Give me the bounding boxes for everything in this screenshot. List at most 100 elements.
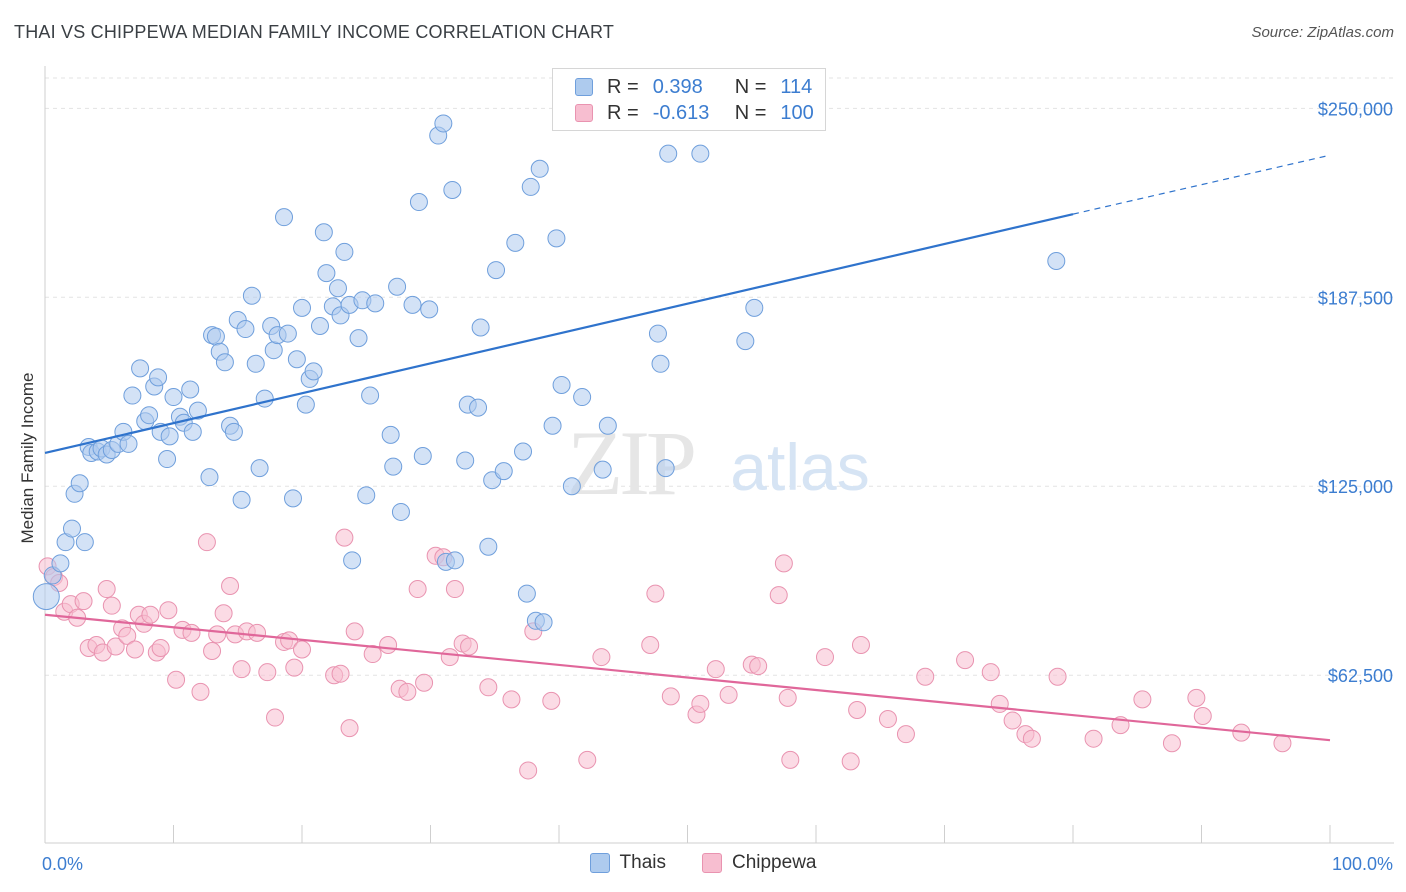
chippewa-point: [691, 694, 710, 713]
chippewa-point: [214, 604, 233, 623]
chippewa-point: [1048, 667, 1067, 686]
chippewa-point: [408, 580, 427, 599]
thais-trend-line: [44, 213, 1074, 455]
series-legend: Thais Chippewa: [0, 852, 1406, 874]
thais-point: [494, 462, 513, 481]
chippewa-point: [398, 682, 417, 701]
chippewa-point: [208, 625, 227, 644]
legend-n-value: 100: [780, 101, 814, 124]
chippewa-point: [460, 637, 479, 656]
thais-trend-extension: [1072, 154, 1331, 215]
thais-point: [275, 208, 294, 227]
chippewa-point: [641, 635, 660, 654]
chippewa-point: [1003, 711, 1022, 730]
thais-point: [736, 332, 755, 351]
thais-point: [264, 341, 283, 360]
x-tick-label: 100.0%: [1332, 854, 1393, 874]
thais-point: [224, 422, 243, 441]
chippewa-point: [345, 622, 364, 641]
thais-point: [443, 180, 462, 199]
x-tick-label: 0.0%: [42, 854, 83, 874]
thais-point: [445, 551, 464, 570]
thais-point: [335, 242, 354, 261]
chippewa-point: [340, 719, 359, 738]
chippewa-point: [106, 637, 125, 656]
chippewa-point: [266, 708, 285, 727]
thais-point: [573, 388, 592, 407]
thais-point: [349, 329, 368, 348]
thais-point: [506, 233, 525, 252]
legend-r-value: 0.398: [652, 75, 703, 98]
thais-point: [131, 359, 150, 378]
thais-point: [593, 460, 612, 479]
legend-r-label: R =: [607, 75, 639, 98]
chippewa-point: [102, 596, 121, 615]
chippewa-point: [125, 640, 144, 659]
chippewa-point: [363, 645, 382, 664]
thais-point: [514, 442, 533, 461]
chippewa-point: [331, 664, 350, 683]
chippewa-point: [232, 660, 251, 679]
chippewa-point: [981, 663, 1000, 682]
tick-labels: $62,500 $125,000 $187,500 $250,000 0.0% 100.0…: [42, 99, 1393, 874]
thais-point: [388, 277, 407, 296]
thais-point: [391, 502, 410, 521]
thais-point: [659, 144, 678, 163]
chippewa-swatch: [701, 853, 722, 873]
thais-point: [51, 554, 70, 573]
chippewa-point: [74, 592, 93, 611]
thais-point: [250, 459, 269, 478]
thais-point: [361, 386, 380, 405]
chippewa-point: [542, 691, 561, 710]
thais-point: [487, 261, 506, 280]
chippewa-point: [896, 725, 915, 744]
chippewa-point: [1022, 729, 1041, 748]
axes: [44, 66, 1394, 844]
legend-r-label: R =: [607, 101, 639, 124]
thais-point: [255, 389, 274, 408]
thais-point: [70, 474, 89, 493]
chippewa-point: [159, 601, 178, 620]
thais-point: [215, 353, 234, 372]
chippewa-trend-line: [44, 613, 1331, 742]
chippewa-point: [848, 700, 867, 719]
thais-point: [32, 583, 60, 611]
chippewa-point: [1187, 688, 1206, 707]
thais-point: [75, 533, 94, 552]
thais-point: [648, 324, 667, 343]
thais-point: [562, 477, 581, 496]
chippewa-point: [1084, 729, 1103, 748]
thais-point: [317, 264, 336, 283]
chippewa-point: [479, 678, 498, 697]
thais-point: [232, 490, 251, 509]
thais-point: [160, 427, 179, 446]
chippewa-point: [335, 528, 354, 547]
watermark: ZIP atlas: [567, 412, 870, 514]
watermark-atlas: atlas: [730, 430, 869, 504]
thais-point: [552, 375, 571, 394]
thais-points: [32, 114, 1066, 632]
chippewa-point: [1193, 707, 1212, 726]
grid-lines: [45, 77, 1394, 676]
legend-row-thais: R = 0.398 N = 114: [575, 75, 812, 99]
chippewa-point: [916, 667, 935, 686]
chippewa-point: [415, 673, 434, 692]
legend-label-thais: Thais: [619, 852, 666, 873]
watermark-zip: ZIP: [567, 412, 694, 514]
chippewa-point: [182, 623, 201, 642]
chippewa-point: [141, 605, 160, 624]
thais-point: [543, 416, 562, 435]
chippewa-point: [97, 580, 116, 599]
thais-point: [534, 613, 553, 632]
chippewa-points: [38, 528, 1292, 780]
chippewa-point: [851, 635, 870, 654]
y-tick-label: $125,000: [1318, 477, 1393, 497]
thais-point: [547, 229, 566, 248]
thais-point: [246, 354, 265, 373]
legend-item-thais: Thais: [589, 852, 666, 874]
thais-point: [517, 584, 536, 603]
legend-n-value: 114: [780, 75, 813, 98]
y-tick-label: $187,500: [1318, 288, 1393, 308]
chippewa-swatch: [575, 104, 593, 122]
thais-point: [691, 144, 710, 163]
